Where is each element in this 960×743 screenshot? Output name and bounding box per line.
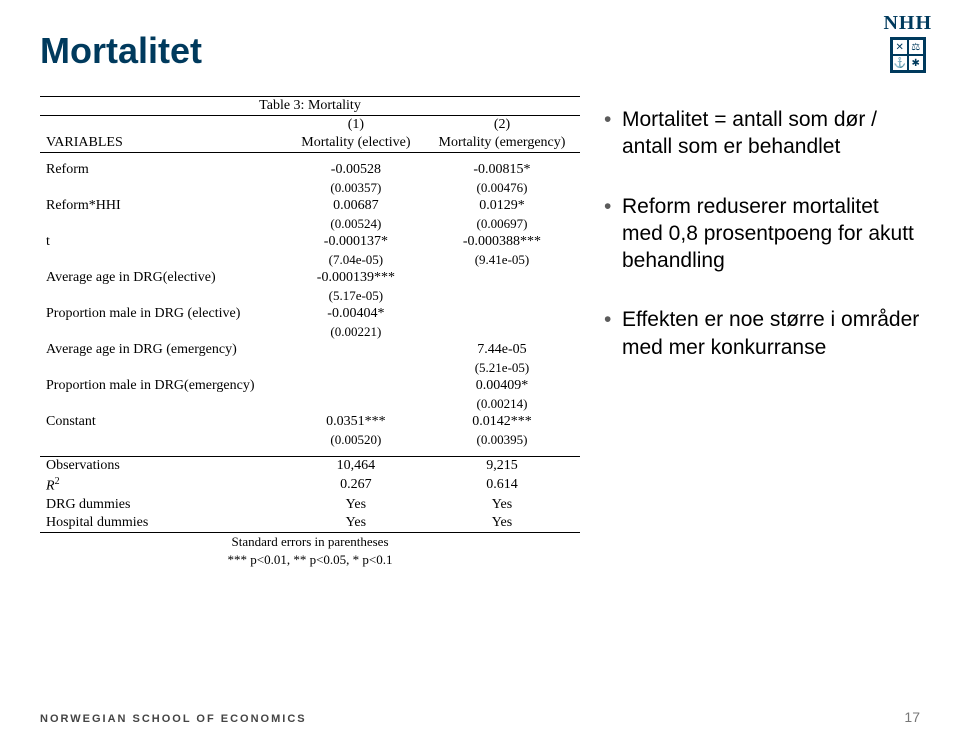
- cell-value: 0.267: [288, 475, 424, 496]
- cell-value: -0.000137*: [288, 233, 424, 251]
- cell-value: 0.00409*: [424, 377, 580, 395]
- cell-value: -0.000139***: [288, 269, 424, 287]
- cell-value: Yes: [424, 496, 580, 514]
- brand-logo: NHH ✕ ⚖ ⚓ ✱: [883, 12, 932, 73]
- crest-icon: ✱: [908, 55, 924, 71]
- cell-value: [424, 269, 580, 287]
- footer: NORWEGIAN SCHOOL OF ECONOMICS 17: [40, 709, 920, 725]
- cell-value: [424, 305, 580, 323]
- row-label: Proportion male in DRG (elective): [40, 305, 288, 323]
- cell-se: [288, 359, 424, 377]
- cell-value: -0.00404*: [288, 305, 424, 323]
- cell-se: (0.00357): [288, 179, 424, 197]
- cell-se: [424, 323, 580, 341]
- row-label: Average age in DRG (emergency): [40, 341, 288, 359]
- cell-se: [424, 287, 580, 305]
- cell-value: 10,464: [288, 457, 424, 476]
- row-label: Observations: [40, 457, 288, 476]
- cell-value: 0.0129*: [424, 197, 580, 215]
- row-label: t: [40, 233, 288, 251]
- cell-se: (0.00214): [424, 395, 580, 413]
- slide: NHH ✕ ⚖ ⚓ ✱ Mortalitet Table 3: Mortalit…: [0, 0, 960, 743]
- cell-value: -0.00528: [288, 161, 424, 179]
- table-container: Table 3: Mortality (1) (2) VARIABLES Mor…: [40, 96, 580, 569]
- cell-value: -0.000388***: [424, 233, 580, 251]
- cell-se: (7.04e-05): [288, 251, 424, 269]
- page-number: 17: [904, 709, 920, 725]
- row-label: Constant: [40, 413, 288, 431]
- cell-se: (9.41e-05): [424, 251, 580, 269]
- cell-value: Yes: [288, 514, 424, 533]
- cell-se: (0.00520): [288, 431, 424, 449]
- cell-se: (0.00524): [288, 215, 424, 233]
- col-number-1: (1): [288, 116, 424, 135]
- crest-icon: ✕: [892, 39, 908, 55]
- page-title: Mortalitet: [40, 30, 920, 72]
- content-row: Table 3: Mortality (1) (2) VARIABLES Mor…: [40, 96, 920, 569]
- cell-se: (0.00697): [424, 215, 580, 233]
- cell-value: 0.614: [424, 475, 580, 496]
- cell-se: (0.00221): [288, 323, 424, 341]
- row-label: Hospital dummies: [40, 514, 288, 533]
- cell-se: (0.00395): [424, 431, 580, 449]
- table-caption: Table 3: Mortality: [40, 97, 580, 116]
- cell-value: [288, 377, 424, 395]
- cell-value: 0.0351***: [288, 413, 424, 431]
- crest-icon: ⚖: [908, 39, 924, 55]
- bullet-list: Mortalitet = antall som dør / antall som…: [604, 96, 920, 569]
- brand-short: NHH: [883, 12, 932, 35]
- row-label: R2: [40, 475, 288, 496]
- col-header-2: Mortality (emergency): [424, 134, 580, 153]
- table-footnote: Standard errors in parentheses: [40, 532, 580, 551]
- cell-se: (0.00476): [424, 179, 580, 197]
- row-label: Reform*HHI: [40, 197, 288, 215]
- crest-icon: ⚓: [892, 55, 908, 71]
- cell-se: (5.21e-05): [424, 359, 580, 377]
- table-footnote: *** p<0.01, ** p<0.05, * p<0.1: [40, 551, 580, 569]
- bullet-item: Mortalitet = antall som dør / antall som…: [604, 106, 920, 161]
- bullet-item: Reform reduserer mortalitet med 0,8 pros…: [604, 193, 920, 275]
- cell-value: 9,215: [424, 457, 580, 476]
- row-label-header: VARIABLES: [40, 134, 288, 153]
- row-label: Reform: [40, 161, 288, 179]
- cell-value: -0.00815*: [424, 161, 580, 179]
- col-header-1: Mortality (elective): [288, 134, 424, 153]
- brand-crest: ✕ ⚖ ⚓ ✱: [890, 37, 926, 73]
- cell-value: Yes: [424, 514, 580, 533]
- bullet-item: Effekten er noe større i områder med mer…: [604, 306, 920, 361]
- cell-value: 0.00687: [288, 197, 424, 215]
- cell-se: (5.17e-05): [288, 287, 424, 305]
- row-label: Average age in DRG(elective): [40, 269, 288, 287]
- cell-value: Yes: [288, 496, 424, 514]
- cell-se: [288, 395, 424, 413]
- mortality-table: Table 3: Mortality (1) (2) VARIABLES Mor…: [40, 96, 580, 569]
- cell-value: 7.44e-05: [424, 341, 580, 359]
- brand-full: NORWEGIAN SCHOOL OF ECONOMICS: [40, 713, 307, 725]
- row-label: Proportion male in DRG(emergency): [40, 377, 288, 395]
- cell-value: 0.0142***: [424, 413, 580, 431]
- cell-value: [288, 341, 424, 359]
- row-label: DRG dummies: [40, 496, 288, 514]
- col-number-2: (2): [424, 116, 580, 135]
